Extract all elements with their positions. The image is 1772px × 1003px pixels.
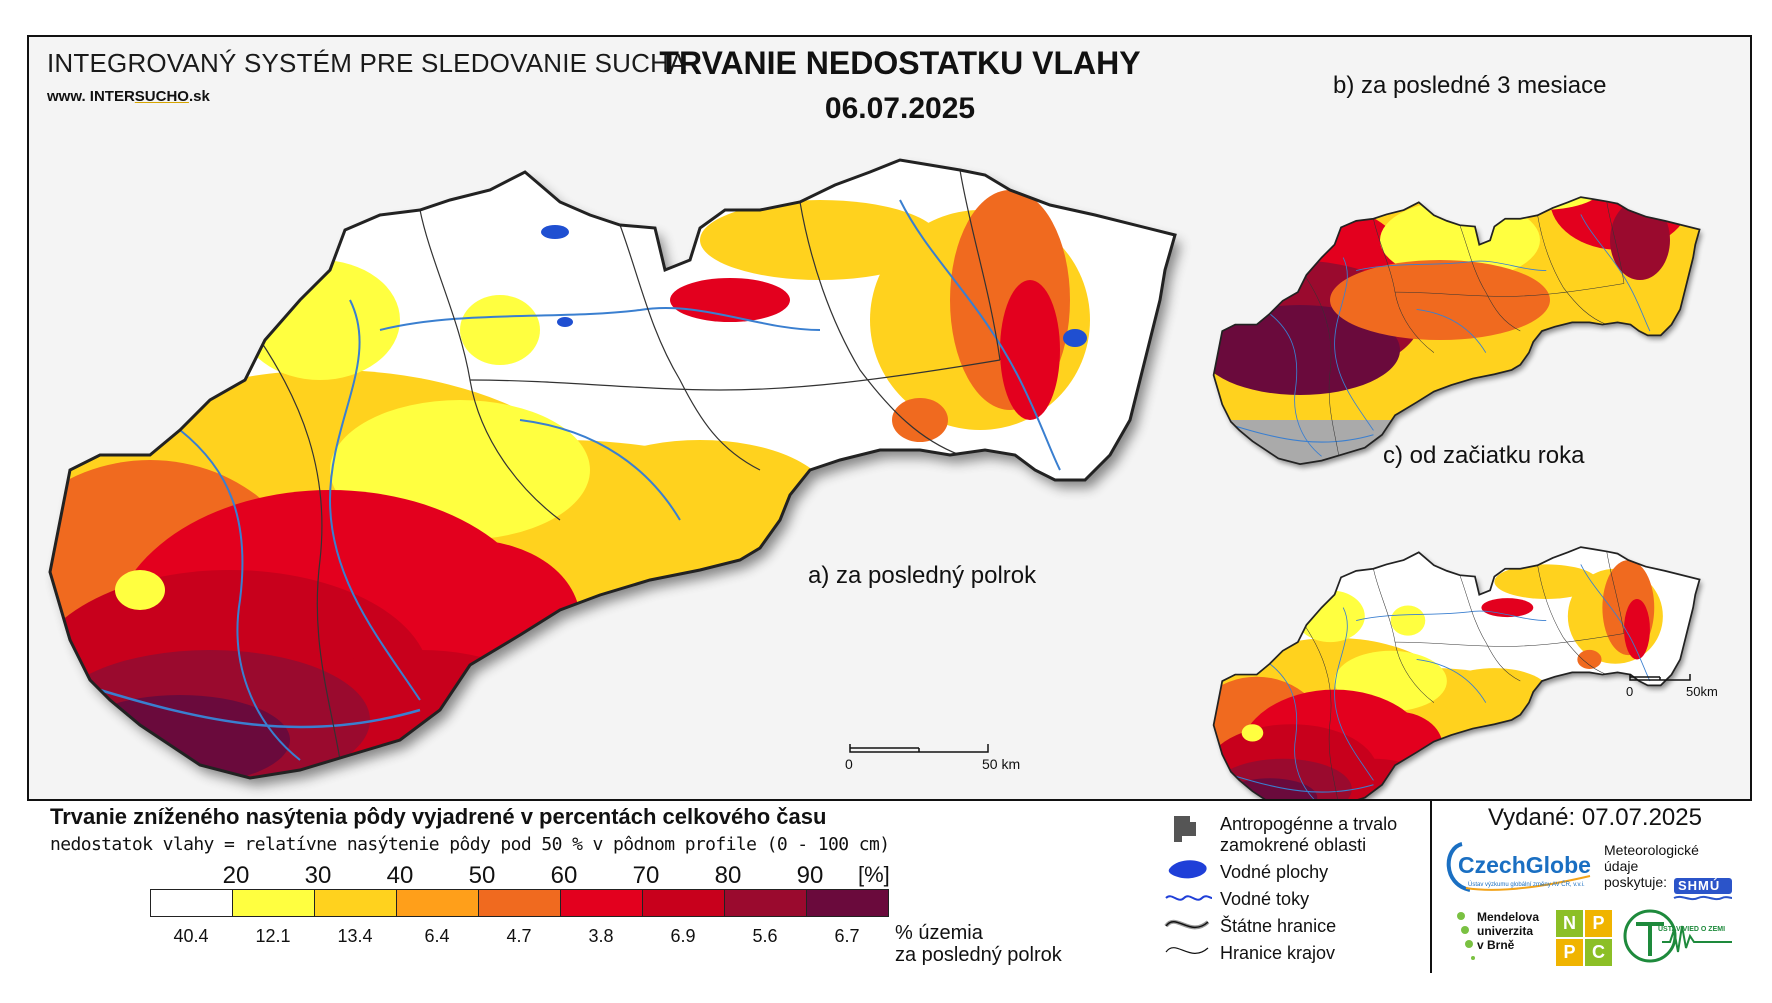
czechglobe-mark: [1446, 842, 1591, 892]
czechglobe-sub: Ústav výzkumu globální změny AV ČR, v.v.…: [1468, 882, 1585, 888]
territory-percent: 3.8: [588, 926, 614, 946]
legend-bin: [314, 889, 397, 917]
scale-main-zero: 0: [845, 756, 853, 772]
legend-anthropogenic: Antropogénne a trvalo zamokrené oblasti: [1220, 814, 1397, 856]
water-body-icon: [1168, 860, 1207, 879]
website-prefix: www. INTER: [47, 88, 135, 105]
scale-main-end: 50 km: [982, 756, 1021, 772]
territory-percent: 12.1: [255, 926, 291, 946]
scale-bar-inset: [1629, 674, 1691, 681]
website-link[interactable]: www. INTERSUCHO.sk: [47, 88, 210, 105]
mendelu-text: Mendelova univerzita v Brně: [1477, 910, 1539, 952]
percent-caption: % územia za posledný polrok: [895, 922, 1062, 966]
legend-anthropogenic-line1: Antropogénne a trvalo: [1220, 814, 1398, 834]
meteo-line3: poskytuje:: [1604, 874, 1668, 890]
legend-title: Trvanie zníženého nasýtenia pôdy vyjadre…: [50, 804, 827, 829]
system-title: INTEGROVANÝ SYSTÉM PRE SLEDOVANIE SUCHA: [47, 48, 687, 78]
main-map-label: a) za posledný polrok: [808, 562, 1037, 589]
nppc-n: N: [1556, 910, 1583, 937]
water-body: [541, 225, 569, 239]
threshold-label: 80: [714, 862, 742, 889]
threshold-label: 90: [796, 862, 824, 889]
nppc-logo[interactable]: N P P C: [1556, 910, 1612, 966]
legend-unit: [%]: [858, 862, 890, 887]
legend-bin: [724, 889, 807, 917]
water-body: [557, 317, 573, 327]
nppc-p1: P: [1585, 910, 1612, 937]
map-date: 06.07.2025: [824, 92, 976, 125]
shmu-mark: [1673, 878, 1733, 901]
issued-date: Vydané: 07.07.2025: [1488, 804, 1702, 831]
website-brand: SUCHO: [134, 88, 189, 105]
legend-divider: [1430, 799, 1432, 973]
inset-c-label: c) od začiatku roka: [1383, 442, 1585, 469]
territory-percent: 5.6: [752, 926, 778, 946]
scale-bar-main: [849, 744, 989, 753]
scale-inset-end: 50km: [1686, 684, 1718, 699]
czechglobe-logo[interactable]: CzechGlobe Ústav výzkumu globální změny …: [1440, 840, 1610, 898]
uvz-logo[interactable]: ÚSTAV VIED O ZEMI: [1622, 906, 1734, 968]
nppc-p2: P: [1556, 939, 1583, 966]
uvz-text: ÚSTAV VIED O ZEMI: [1658, 926, 1726, 933]
mendelu-line3: v Brně: [1477, 938, 1515, 952]
state-border-icon: [1165, 920, 1209, 929]
legend-bin: [560, 889, 643, 917]
czechglobe-name: CzechGlobe: [1458, 852, 1591, 878]
mendelu-line1: Mendelova: [1477, 910, 1540, 924]
legend-anthropogenic-line2: zamokrené oblasti: [1220, 835, 1367, 855]
mendelu-dots: [1457, 912, 1475, 960]
legend-water-bodies: Vodné plochy: [1220, 862, 1329, 882]
meteo-line2: údaje: [1604, 858, 1639, 874]
territory-percent: 4.7: [506, 926, 532, 946]
threshold-label: 70: [632, 862, 660, 889]
shmu-logo[interactable]: SHMÚ: [1672, 874, 1734, 904]
threshold-label: 20: [222, 862, 250, 889]
percent-caption-line2: za posledný polrok: [895, 944, 1062, 966]
meteo-caption: Meteorologické údaje poskytuje:: [1604, 842, 1699, 890]
mendelu-line2: univerzita: [1477, 924, 1534, 938]
mendelu-logo[interactable]: Mendelova univerzita v Brně: [1455, 908, 1550, 968]
threshold-label: 60: [550, 862, 578, 889]
threshold-label: 50: [468, 862, 496, 889]
legend-bin: [232, 889, 315, 917]
percent-caption-line1: % územia: [895, 922, 983, 944]
legend-bin: [642, 889, 725, 917]
meteo-line1: Meteorologické: [1604, 842, 1699, 858]
legend-subtitle: nedostatok vlahy = relatívne nasýtenie p…: [50, 834, 890, 855]
inset-b-label: b) za posledné 3 mesiace: [1333, 72, 1607, 99]
territory-percent: 6.9: [670, 926, 696, 946]
page-title: TRVANIE NEDOSTATKU VLAHY: [659, 45, 1141, 81]
shmu-text: SHMÚ: [1678, 878, 1721, 893]
legend-panel: [27, 799, 1752, 973]
legend-bin: [478, 889, 561, 917]
territory-percent: 6.7: [834, 926, 860, 946]
legend-state-borders: Štátne hranice: [1220, 916, 1337, 936]
territory-percent: 6.4: [424, 926, 450, 946]
scale-inset-zero: 0: [1626, 684, 1634, 699]
threshold-label: 30: [304, 862, 332, 889]
territory-percent: 13.4: [337, 926, 373, 946]
stream-icon: [1165, 895, 1213, 901]
uvz-mark: [1623, 909, 1732, 963]
legend-region-borders: Hranice krajov: [1220, 943, 1336, 963]
legend-bin: [150, 889, 233, 917]
map-symbols: [1164, 816, 1213, 954]
territory-percent: 40.4: [173, 926, 209, 946]
legend-water-streams: Vodné toky: [1220, 889, 1310, 909]
legend-bin: [396, 889, 479, 917]
inset-map-b: [1212, 196, 1701, 465]
nppc-c: C: [1585, 939, 1612, 966]
threshold-label: 40: [386, 862, 414, 889]
legend-bin: [806, 889, 889, 917]
region-border-icon: [1165, 947, 1209, 954]
water-body: [1063, 329, 1087, 347]
anthropogenic-icon: [1174, 816, 1196, 842]
website-suffix: .sk: [188, 88, 210, 105]
